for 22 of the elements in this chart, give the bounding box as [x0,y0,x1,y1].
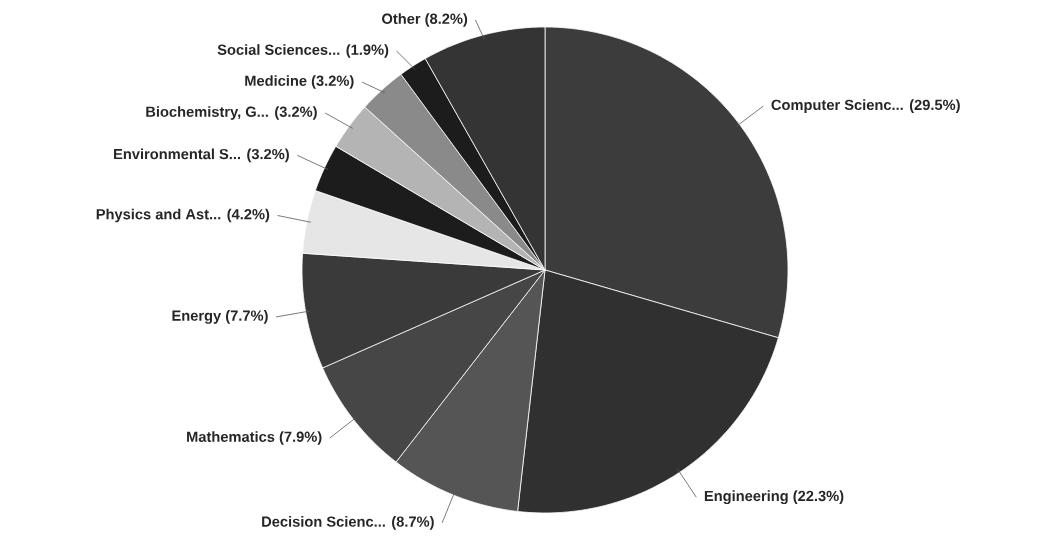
slice-label: Medicine [245,75,307,86]
data-label: (3.2%) [311,75,354,89]
data-label: (4.2%) [227,208,270,223]
slice-label: Engineering [704,490,788,505]
data-label: (29.5%) [909,99,960,113]
slice-label: Environmental S... [114,148,241,160]
data-label: (3.2%) [247,148,289,163]
slice-label: Computer Scienc... [771,99,903,113]
data-label: (3.2%) [275,106,317,120]
data-label: (7.9%) [279,431,322,445]
slice-label: Mathematics [187,431,275,442]
slice-label: Physics and Ast... [96,208,221,223]
data-label: (22.3%) [793,490,844,505]
slice-label: Other [382,13,421,24]
data-label: (8.7%) [392,516,434,530]
data-label: (8.2%) [425,13,468,27]
slice-label: Biochemistry, G... [146,106,268,120]
data-label: (1.9%) [346,44,389,58]
slice-label: Social Sciences... [217,44,340,55]
slice-label: Energy [172,310,222,324]
data-label: (7.7%) [226,310,268,324]
slice-label: Decision Scienc... [262,516,385,527]
